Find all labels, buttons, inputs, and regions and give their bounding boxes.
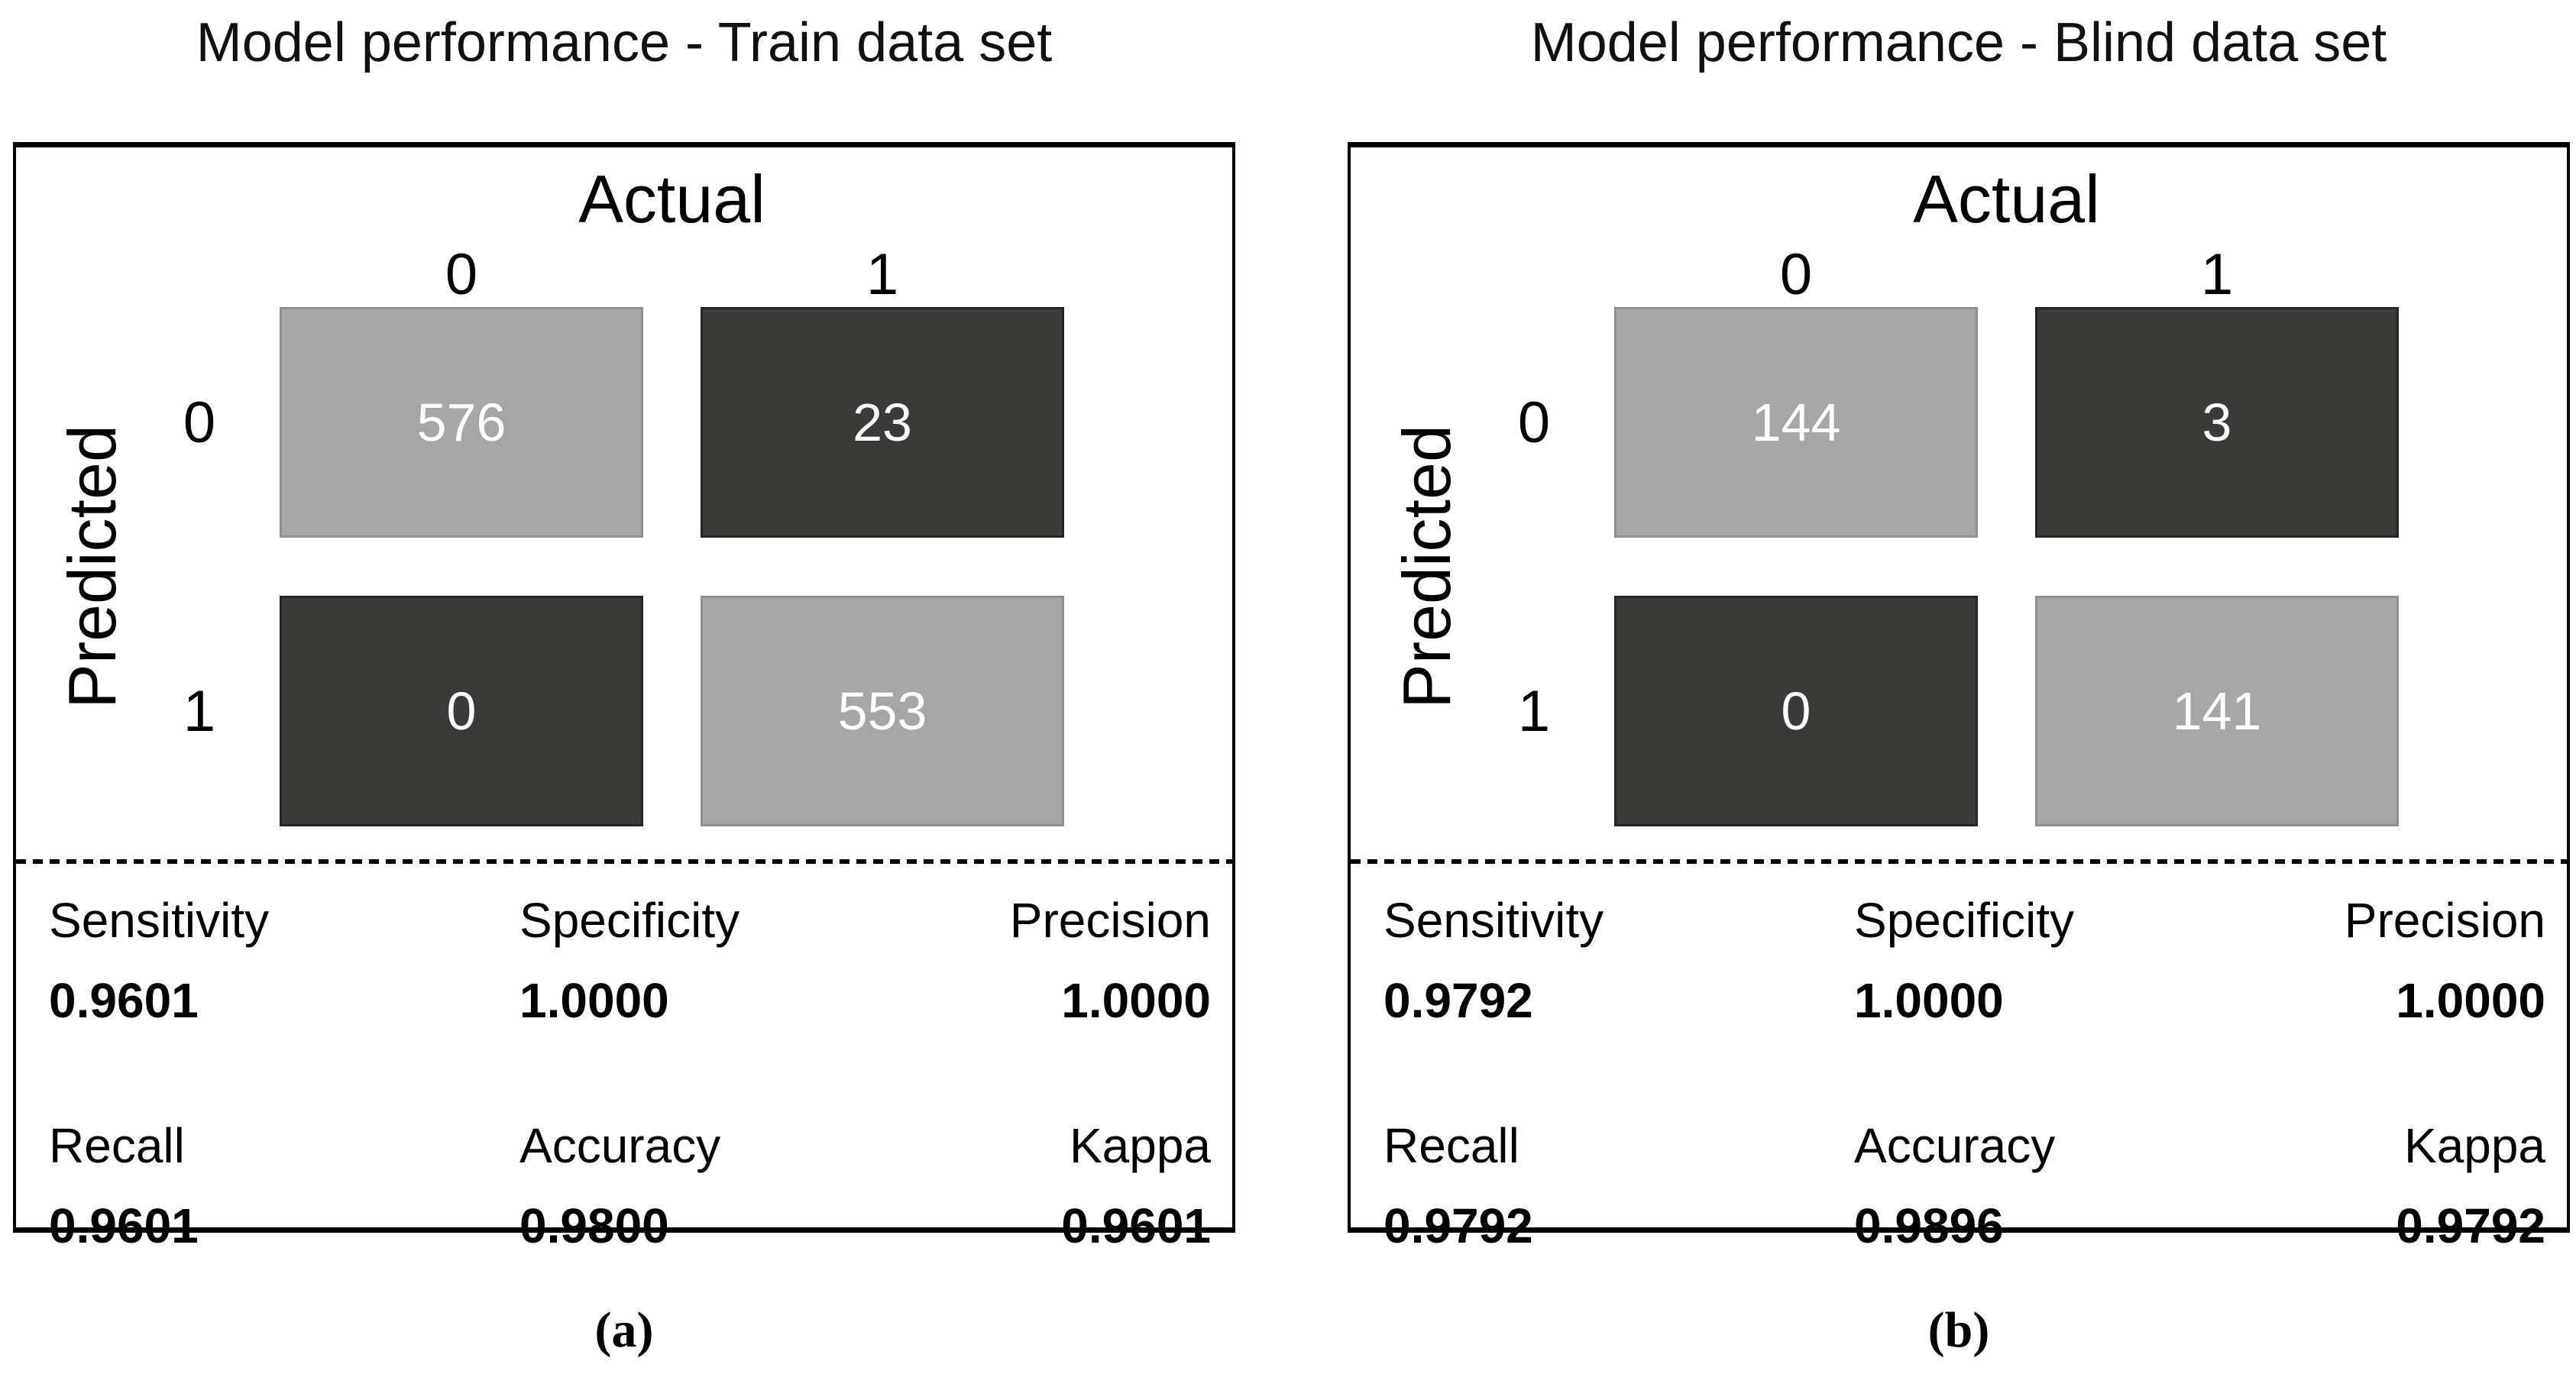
metric-kappa: Kappa 0.9792 bbox=[2282, 1117, 2545, 1255]
metric-value: 1.0000 bbox=[1854, 973, 2004, 1028]
metric-value: 1.0000 bbox=[1061, 973, 1211, 1028]
metric-value: 0.9896 bbox=[1854, 1198, 2004, 1253]
metric-recall: Recall 0.9792 bbox=[1383, 1117, 1854, 1255]
panel-blind: Model performance - Blind data set Actua… bbox=[1348, 0, 2570, 1360]
metric-label: Recall bbox=[49, 1118, 185, 1173]
panel-title: Model performance - Blind data set bbox=[1530, 12, 2387, 73]
metric-precision: Precision 1.0000 bbox=[2282, 892, 2545, 1030]
actual-axis-label: Actual bbox=[1913, 161, 2100, 237]
metric-label: Sensitivity bbox=[49, 893, 270, 948]
column-labels: 0 1 bbox=[280, 242, 1064, 308]
cell-pred1-act1: 141 bbox=[2035, 596, 2399, 826]
cell-pred1-act0: 0 bbox=[280, 596, 643, 826]
metric-value: 0.9792 bbox=[1383, 973, 1533, 1028]
metric-label: Sensitivity bbox=[1383, 893, 1604, 948]
metric-label: Accuracy bbox=[519, 1118, 721, 1173]
metric-value: 0.9800 bbox=[519, 1198, 669, 1253]
col-label-0: 0 bbox=[1779, 242, 1813, 307]
dashed-divider bbox=[1351, 859, 2567, 864]
metric-label: Specificity bbox=[1854, 893, 2075, 948]
metric-value: 0.9601 bbox=[49, 1198, 199, 1253]
matrix-box: Actual 0 1 Predicted 0 1 144 3 0 141 Sen… bbox=[1348, 142, 2570, 1253]
metric-value: 0.9601 bbox=[1061, 1198, 1211, 1253]
col-label-0: 0 bbox=[445, 242, 478, 307]
matrix-box: Actual 0 1 Predicted 0 1 576 23 0 553 Se… bbox=[13, 142, 1235, 1253]
row-label-1: 1 bbox=[183, 678, 216, 744]
metric-value: 0.9792 bbox=[2396, 1198, 2545, 1253]
matrix-cells: 144 3 0 141 bbox=[1614, 307, 2399, 826]
metric-label: Accuracy bbox=[1854, 1118, 2056, 1173]
metric-value: 1.0000 bbox=[519, 973, 669, 1028]
row-label-0: 0 bbox=[183, 390, 216, 455]
actual-axis-label: Actual bbox=[578, 161, 765, 237]
metric-specificity: Specificity 1.0000 bbox=[519, 892, 947, 1030]
panel-caption: (a) bbox=[594, 1302, 654, 1358]
metric-accuracy: Accuracy 0.9800 bbox=[519, 1117, 947, 1255]
metric-value: 1.0000 bbox=[2396, 973, 2545, 1028]
metric-kappa: Kappa 0.9601 bbox=[947, 1117, 1211, 1255]
metric-label: Precision bbox=[1009, 893, 1211, 948]
metric-specificity: Specificity 1.0000 bbox=[1854, 892, 2282, 1030]
cell-pred0-act1: 3 bbox=[2035, 307, 2399, 538]
metric-sensitivity: Sensitivity 0.9792 bbox=[1383, 892, 1854, 1030]
cell-pred0-act0: 576 bbox=[280, 307, 643, 538]
metric-label: Specificity bbox=[519, 893, 740, 948]
metric-label: Recall bbox=[1383, 1118, 1519, 1173]
cell-pred1-act0: 0 bbox=[1614, 596, 1978, 826]
metric-sensitivity: Sensitivity 0.9601 bbox=[49, 892, 519, 1030]
predicted-axis-label: Predicted bbox=[54, 425, 131, 709]
col-label-1: 1 bbox=[866, 242, 899, 307]
cell-pred1-act1: 553 bbox=[701, 596, 1064, 826]
cell-pred0-act1: 23 bbox=[701, 307, 1064, 538]
metric-recall: Recall 0.9601 bbox=[49, 1117, 519, 1255]
metric-value: 0.9601 bbox=[49, 973, 199, 1028]
metric-accuracy: Accuracy 0.9896 bbox=[1854, 1117, 2282, 1255]
panel-train: Model performance - Train data set Actua… bbox=[13, 0, 1235, 1360]
column-labels: 0 1 bbox=[1614, 242, 2399, 308]
row-label-1: 1 bbox=[1517, 678, 1551, 744]
metric-label: Kappa bbox=[1069, 1118, 1211, 1173]
col-label-1: 1 bbox=[2200, 242, 2234, 307]
row-label-0: 0 bbox=[1517, 390, 1551, 455]
metric-label: Kappa bbox=[2403, 1118, 2545, 1173]
metrics-grid: Sensitivity 0.9601 Specificity 1.0000 Pr… bbox=[49, 892, 1211, 1255]
matrix-cells: 576 23 0 553 bbox=[280, 307, 1064, 826]
cell-pred0-act0: 144 bbox=[1614, 307, 1978, 538]
predicted-axis-label: Predicted bbox=[1389, 425, 1465, 709]
panel-caption: (b) bbox=[1927, 1302, 1990, 1358]
metric-value: 0.9792 bbox=[1383, 1198, 1533, 1253]
dashed-divider bbox=[16, 859, 1232, 864]
panel-title: Model performance - Train data set bbox=[196, 12, 1053, 73]
metrics-grid: Sensitivity 0.9792 Specificity 1.0000 Pr… bbox=[1383, 892, 2545, 1255]
metric-label: Precision bbox=[2344, 893, 2545, 948]
metric-precision: Precision 1.0000 bbox=[947, 892, 1211, 1030]
